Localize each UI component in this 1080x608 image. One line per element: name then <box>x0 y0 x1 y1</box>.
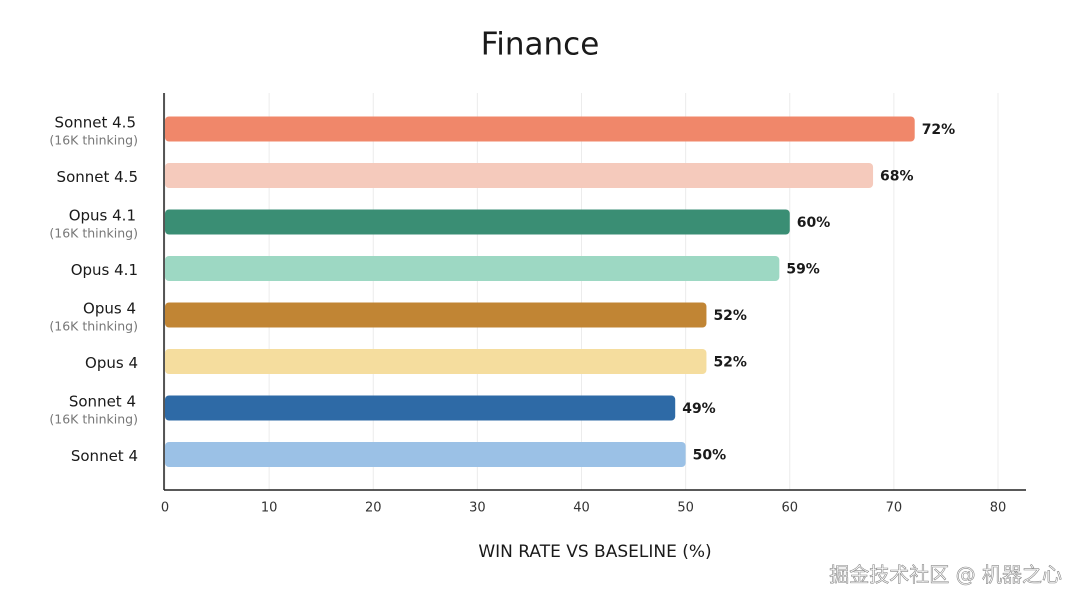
value-label: 49% <box>682 401 716 417</box>
category-label: Sonnet 4.5 <box>57 168 138 186</box>
x-tick-label: 0 <box>161 501 169 516</box>
x-axis-label: WIN RATE VS BASELINE (%) <box>478 542 711 562</box>
category-label: Opus 4.1 <box>71 261 138 279</box>
bar <box>165 209 790 235</box>
bar <box>165 302 707 328</box>
category-note: (16K thinking) <box>49 133 138 148</box>
x-tick-label: 60 <box>781 501 798 516</box>
category-label: Opus 4 <box>83 300 136 318</box>
x-tick-label: 80 <box>990 501 1007 516</box>
value-label: 50% <box>693 448 727 464</box>
value-label: 52% <box>713 308 747 324</box>
category-note: (16K thinking) <box>49 319 138 334</box>
bar <box>165 163 874 188</box>
x-tick-label: 40 <box>573 501 590 516</box>
category-label: Opus 4.1 <box>69 207 136 225</box>
x-tick-label: 30 <box>469 501 486 516</box>
category-label: Sonnet 4 <box>71 447 138 465</box>
x-tick-label: 20 <box>365 501 382 516</box>
category-note: (16K thinking) <box>49 226 138 241</box>
x-tick-label: 10 <box>261 501 278 516</box>
chart-title: Finance <box>481 27 600 63</box>
category-label: Opus 4 <box>85 354 138 372</box>
value-label: 59% <box>786 262 820 278</box>
x-tick-label: 70 <box>886 501 903 516</box>
bar <box>165 395 676 421</box>
value-label: 60% <box>797 215 831 231</box>
category-label: Sonnet 4 <box>69 393 136 411</box>
value-label: 52% <box>713 355 747 371</box>
bar <box>165 256 780 281</box>
category-label: Sonnet 4.5 <box>55 114 136 132</box>
value-label: 72% <box>922 122 956 138</box>
bar <box>165 116 915 142</box>
watermark: 掘金技术社区 @ 机器之心 <box>829 563 1062 587</box>
value-label: 68% <box>880 169 914 185</box>
bar <box>165 349 707 374</box>
category-note: (16K thinking) <box>49 412 138 427</box>
bar <box>165 442 686 467</box>
x-tick-label: 50 <box>677 501 694 516</box>
